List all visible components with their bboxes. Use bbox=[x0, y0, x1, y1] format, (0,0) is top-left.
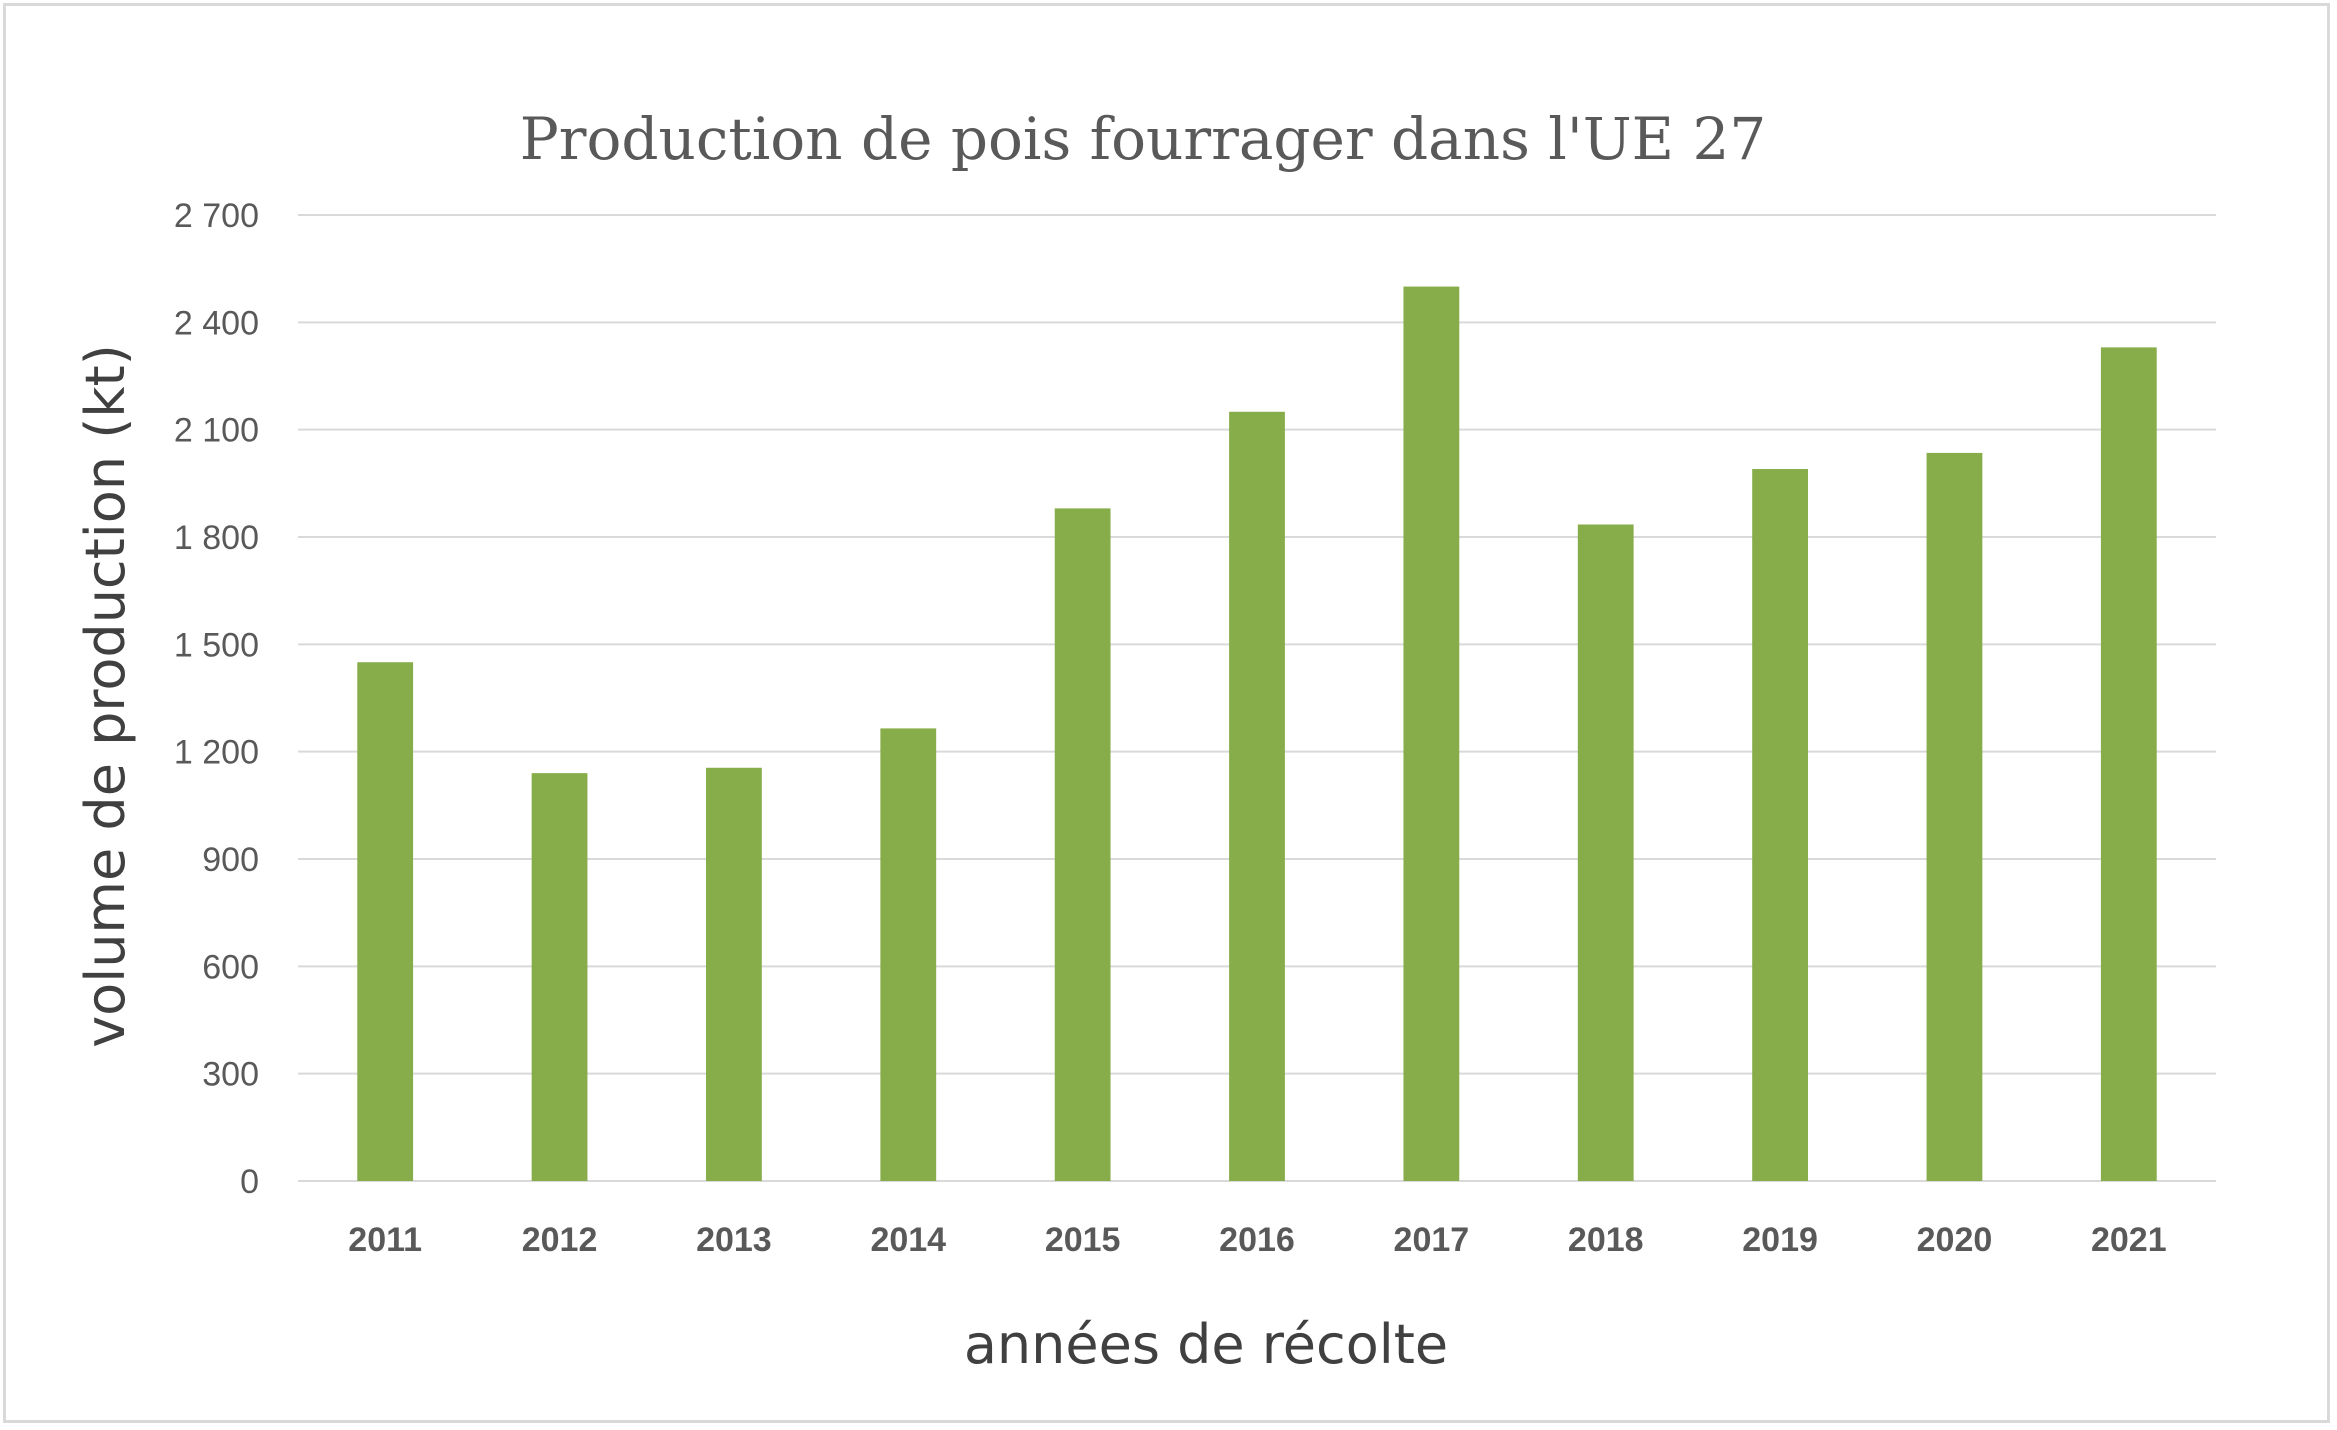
x-tick-label: 2020 bbox=[1917, 1221, 1993, 1259]
bar-2014 bbox=[880, 728, 937, 1181]
x-tick-label: 2018 bbox=[1568, 1221, 1644, 1259]
x-tick-label: 2015 bbox=[1045, 1221, 1121, 1259]
y-tick-label: 2 100 bbox=[174, 412, 259, 450]
bar-2021 bbox=[2100, 347, 2157, 1181]
x-axis-label: années de récolte bbox=[964, 1313, 1448, 1376]
x-tick-label: 2016 bbox=[1219, 1221, 1295, 1259]
bar-chart: Production de pois fourrager dans l'UE 2… bbox=[74, 105, 2216, 1376]
x-axis-ticks: 2011 2012 2013 2014 2015 2016 2017 2018 2019 2020… bbox=[348, 1221, 2166, 1259]
y-tick-label: 2 700 bbox=[174, 197, 259, 235]
y-tick-label: 2 400 bbox=[174, 304, 259, 342]
bar-2019 bbox=[1752, 469, 1808, 1181]
x-tick-label: 2012 bbox=[522, 1221, 598, 1259]
y-tick-label: 900 bbox=[202, 841, 259, 879]
x-tick-label: 2021 bbox=[2091, 1221, 2167, 1259]
bar-2016 bbox=[1229, 411, 1285, 1181]
bar-2013 bbox=[706, 767, 762, 1181]
y-axis-ticks: 0 300 600 900 1 200 1 500 1 800 2 100 2 400 2 700 bbox=[174, 197, 259, 1201]
bar-2012 bbox=[531, 773, 588, 1181]
y-tick-label: 1 800 bbox=[174, 519, 259, 557]
chart-frame: Production de pois fourrager dans l'UE 2… bbox=[3, 3, 2330, 1423]
y-axis-label: volume de production (kt) bbox=[74, 344, 137, 1048]
x-tick-label: 2017 bbox=[1394, 1221, 1470, 1259]
bar-2015 bbox=[1054, 508, 1111, 1181]
y-tick-label: 1 500 bbox=[174, 626, 259, 664]
chart-title: Production de pois fourrager dans l'UE 2… bbox=[520, 105, 1767, 173]
y-tick-label: 0 bbox=[240, 1163, 259, 1201]
x-tick-label: 2019 bbox=[1742, 1221, 1818, 1259]
y-tick-label: 600 bbox=[202, 948, 259, 986]
bar-2018 bbox=[1577, 524, 1634, 1181]
bar-2017 bbox=[1403, 286, 1460, 1181]
x-tick-label: 2011 bbox=[348, 1221, 422, 1259]
y-tick-label: 1 200 bbox=[174, 734, 259, 772]
bar-2020 bbox=[1926, 452, 1983, 1181]
bar-2011 bbox=[357, 662, 414, 1181]
y-tick-label: 300 bbox=[202, 1056, 259, 1094]
x-tick-label: 2013 bbox=[696, 1221, 772, 1259]
bars bbox=[357, 286, 2157, 1181]
x-tick-label: 2014 bbox=[870, 1221, 946, 1259]
